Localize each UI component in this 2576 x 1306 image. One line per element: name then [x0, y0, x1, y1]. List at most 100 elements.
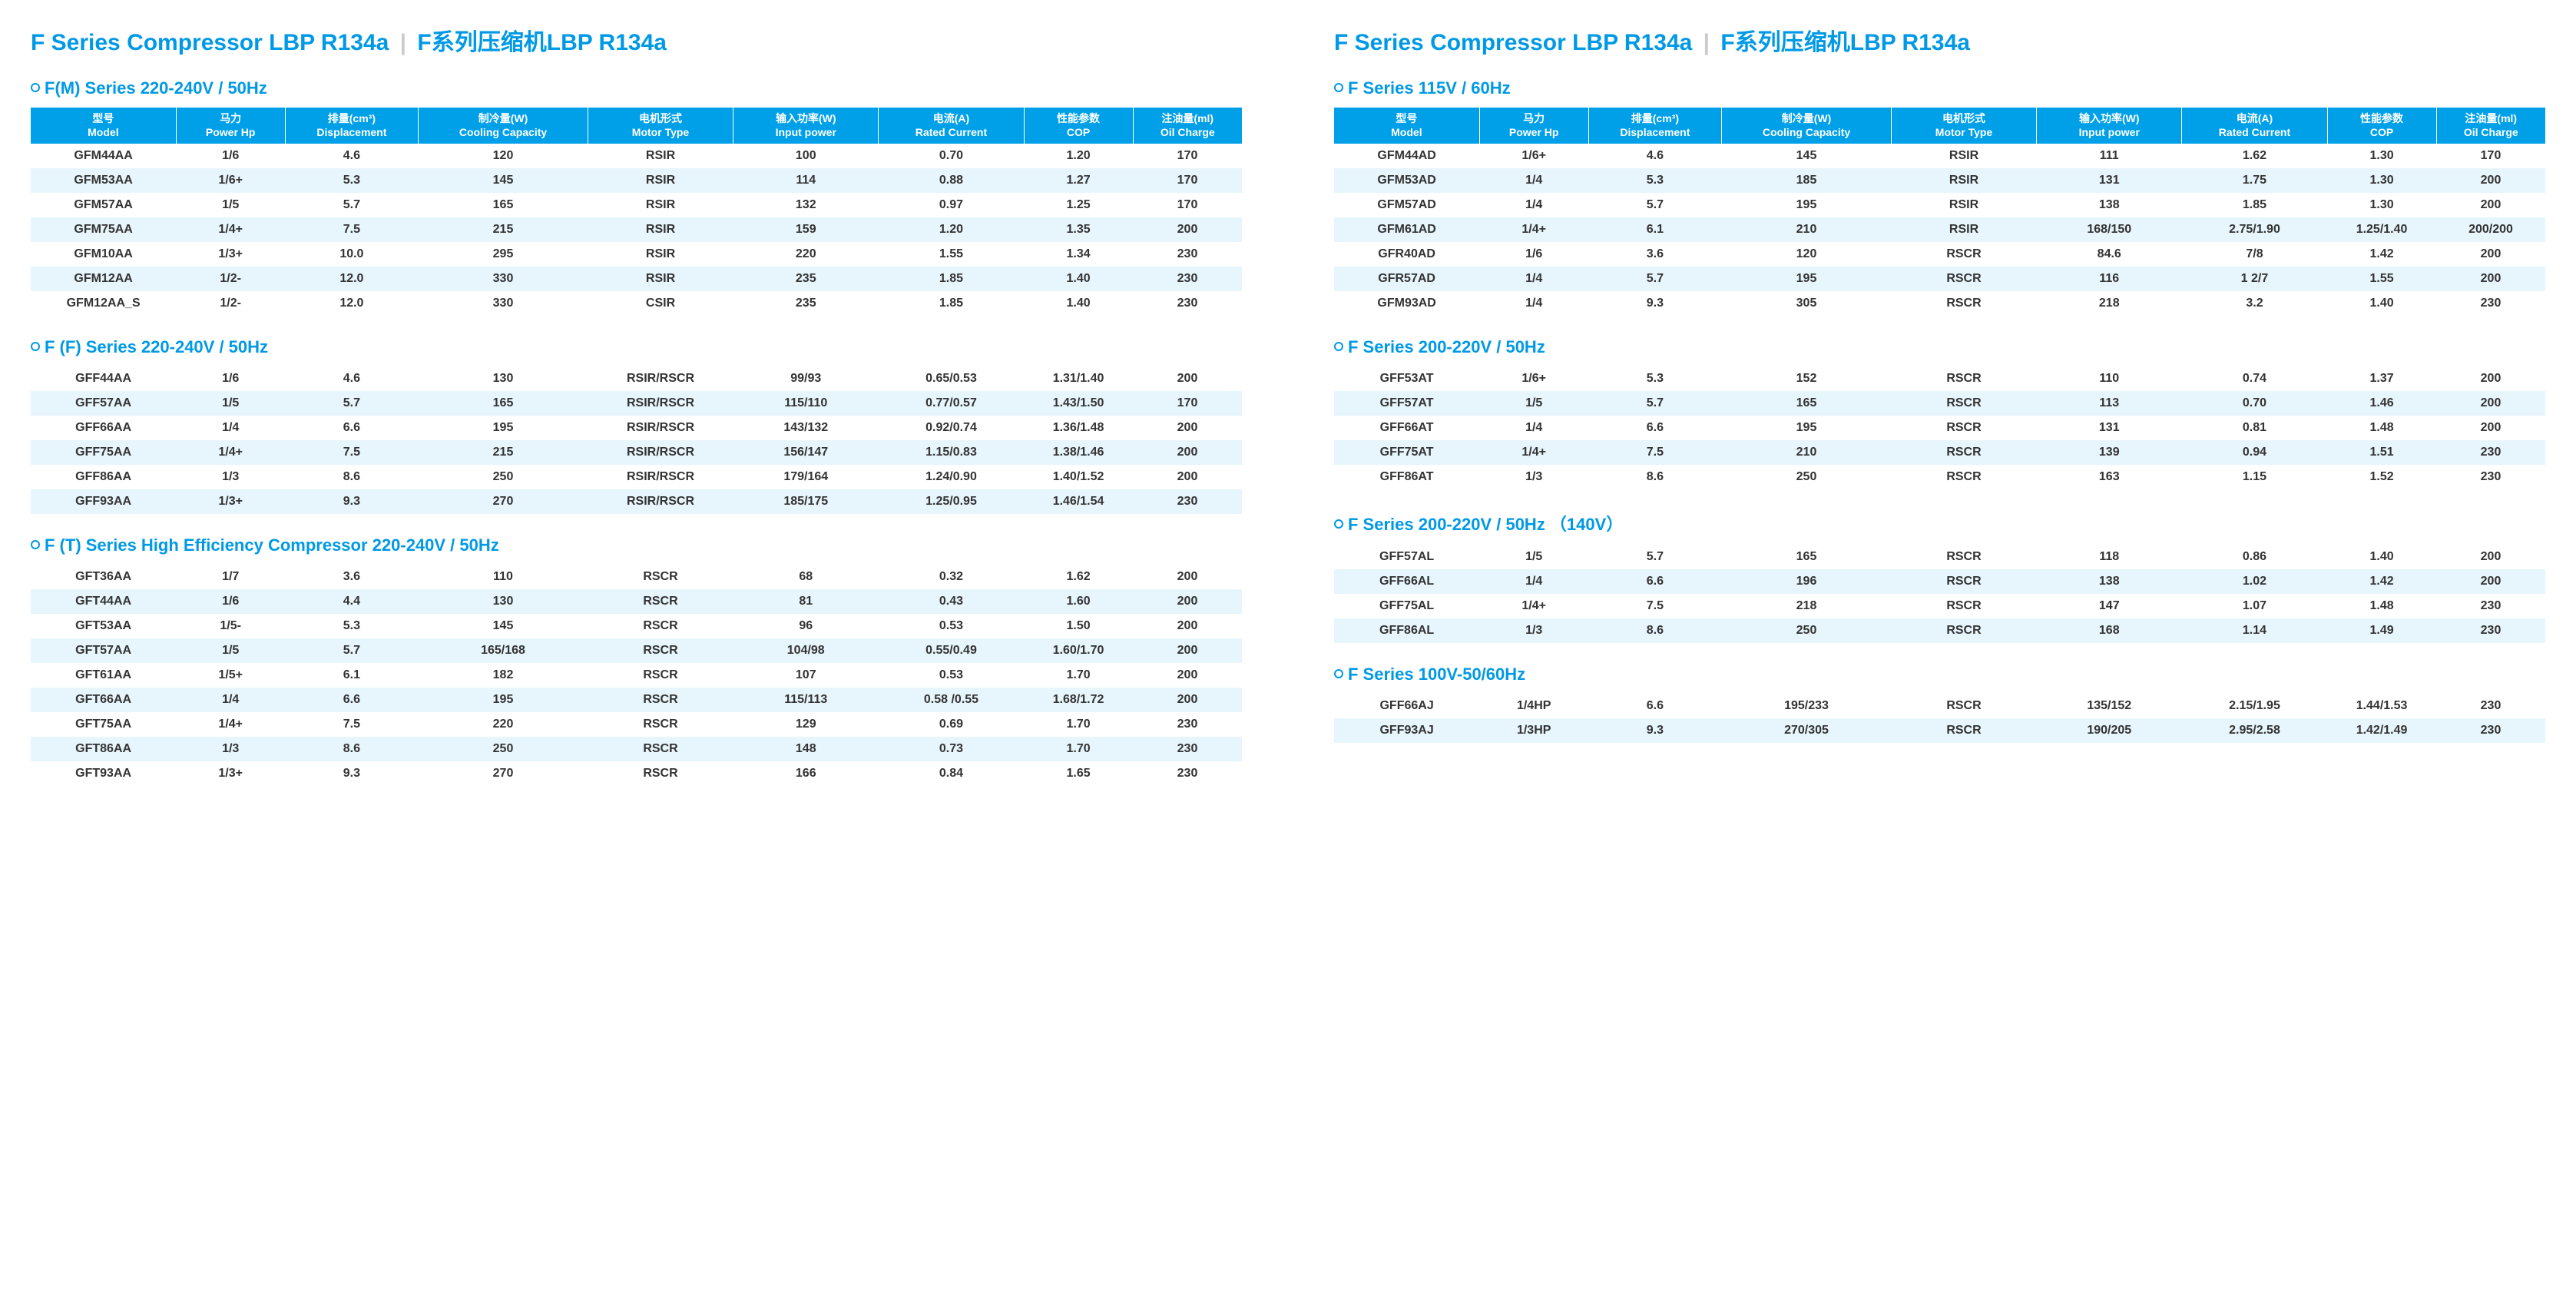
- table-cell: 147: [2037, 594, 2182, 618]
- table-cell: 230: [1133, 489, 1242, 514]
- table-cell: RSCR: [588, 614, 733, 638]
- title-separator: |: [1704, 30, 1710, 55]
- table-cell: RSIR: [1891, 144, 2036, 168]
- table-cell: 143/132: [733, 416, 879, 440]
- table-row: GFF66AT1/46.6195RSCR1310.811.48200: [1334, 416, 2545, 440]
- table-cell: GFR57AD: [1334, 267, 1479, 291]
- table-cell: GFM57AD: [1334, 193, 1479, 217]
- table-header-cell: 注油量(ml)Oil Charge: [1133, 108, 1242, 144]
- table-cell: GFF75AL: [1334, 594, 1479, 618]
- table-cell: 1.25/1.40: [2327, 217, 2436, 242]
- table-cell: 0.88: [879, 168, 1024, 193]
- table-cell: 1/4: [1479, 267, 1588, 291]
- table-cell: 200: [2436, 391, 2545, 416]
- table-cell: 1.62: [1024, 565, 1133, 589]
- table-cell: 1/2-: [176, 291, 285, 316]
- table-cell: 1/6: [176, 589, 285, 614]
- table-cell: 170: [1133, 193, 1242, 217]
- table-header-cell: 马力Power Hp: [176, 108, 285, 144]
- table-cell: 12.0: [285, 267, 418, 291]
- table-cell: 200: [2436, 267, 2545, 291]
- table-cell: 230: [2436, 694, 2545, 718]
- section-title: F(M) Series 220-240V / 50Hz: [31, 78, 1242, 98]
- table-cell: 9.3: [1588, 718, 1721, 743]
- table-cell: 295: [419, 242, 588, 267]
- table-row: GFF75AL1/4+7.5218RSCR1471.071.48230: [1334, 594, 2545, 618]
- table-cell: 5.7: [1588, 267, 1721, 291]
- table-cell: 2.75/1.90: [2182, 217, 2327, 242]
- table-cell: 4.6: [1588, 144, 1721, 168]
- table-cell: GFF57AL: [1334, 545, 1479, 569]
- table-cell: 8.6: [285, 465, 418, 489]
- table-cell: RSIR: [588, 217, 733, 242]
- spec-table: GFF66AJ1/4HP6.6195/233RSCR135/1522.15/1.…: [1334, 694, 2545, 743]
- table-cell: 1 2/7: [2182, 267, 2327, 291]
- table-cell: 200: [1133, 589, 1242, 614]
- table-cell: 0.73: [879, 737, 1024, 761]
- table-cell: 1.37: [2327, 366, 2436, 391]
- table-header-cell: 输入功率(W)Input power: [733, 108, 879, 144]
- table-cell: GFM53AA: [31, 168, 176, 193]
- table-cell: 9.3: [1588, 291, 1721, 316]
- table-cell: GFM53AD: [1334, 168, 1479, 193]
- table-cell: 1.40/1.52: [1024, 465, 1133, 489]
- table-cell: 4.6: [285, 144, 418, 168]
- table-cell: 210: [1722, 217, 1892, 242]
- table-cell: 1/6+: [176, 168, 285, 193]
- table-cell: RSCR: [588, 663, 733, 688]
- table-cell: 190/205: [2037, 718, 2182, 743]
- table-cell: 1/5: [1479, 545, 1588, 569]
- table-cell: RSCR: [588, 638, 733, 663]
- table-cell: 1/5-: [176, 614, 285, 638]
- table-cell: 1.30: [2327, 193, 2436, 217]
- table-cell: GFR40AD: [1334, 242, 1479, 267]
- table-cell: 1.40: [1024, 267, 1133, 291]
- table-cell: 12.0: [285, 291, 418, 316]
- table-header-cell: 输入功率(W)Input power: [2037, 108, 2182, 144]
- table-cell: 3.6: [1588, 242, 1721, 267]
- table-cell: GFM12AA_S: [31, 291, 176, 316]
- table-cell: RSIR: [588, 267, 733, 291]
- table-row: GFF66AJ1/4HP6.6195/233RSCR135/1522.15/1.…: [1334, 694, 2545, 718]
- table-cell: 4.6: [285, 366, 418, 391]
- table-cell: 1.20: [879, 217, 1024, 242]
- table-cell: 1.70: [1024, 663, 1133, 688]
- table-cell: RSCR: [1891, 242, 2036, 267]
- table-cell: 110: [2037, 366, 2182, 391]
- table-cell: 1.42: [2327, 242, 2436, 267]
- section-title-text: F Series 200-220V / 50Hz （140V）: [1348, 515, 1623, 534]
- table-cell: GFM12AA: [31, 267, 176, 291]
- table-cell: 195: [419, 416, 588, 440]
- table-cell: 1/4+: [176, 440, 285, 465]
- table-cell: 195/233: [1722, 694, 1892, 718]
- table-cell: 2.15/1.95: [2182, 694, 2327, 718]
- table-cell: 250: [1722, 618, 1892, 643]
- table-cell: 113: [2037, 391, 2182, 416]
- table-cell: GFF86AL: [1334, 618, 1479, 643]
- table-cell: RSIR/RSCR: [588, 440, 733, 465]
- table-cell: 1/3+: [176, 242, 285, 267]
- table-cell: 200: [1133, 217, 1242, 242]
- table-header-cell: 排量(cm³)Displacement: [1588, 108, 1721, 144]
- table-header-cell: 排量(cm³)Displacement: [285, 108, 418, 144]
- table-header-cell: 制冷量(W)Cooling Capacity: [1722, 108, 1892, 144]
- table-cell: 138: [2037, 193, 2182, 217]
- table-cell: 1/3HP: [1479, 718, 1588, 743]
- table-cell: 9.3: [285, 489, 418, 514]
- table-row: GFF86AT1/38.6250RSCR1631.151.52230: [1334, 465, 2545, 489]
- table-cell: 138: [2037, 569, 2182, 594]
- table-cell: 1/4+: [1479, 594, 1588, 618]
- table-cell: GFF57AT: [1334, 391, 1479, 416]
- table-row: GFF66AA1/46.6195RSIR/RSCR143/1320.92/0.7…: [31, 416, 1242, 440]
- table-cell: 1.68/1.72: [1024, 688, 1133, 712]
- table-cell: 1/6: [176, 144, 285, 168]
- table-cell: 270/305: [1722, 718, 1892, 743]
- table-cell: RSCR: [1891, 545, 2036, 569]
- table-cell: 3.6: [285, 565, 418, 589]
- table-cell: 1/2-: [176, 267, 285, 291]
- table-cell: 1.50: [1024, 614, 1133, 638]
- table-cell: RSCR: [1891, 291, 2036, 316]
- table-cell: 1.07: [2182, 594, 2327, 618]
- table-cell: GFF66AT: [1334, 416, 1479, 440]
- table-cell: GFF93AJ: [1334, 718, 1479, 743]
